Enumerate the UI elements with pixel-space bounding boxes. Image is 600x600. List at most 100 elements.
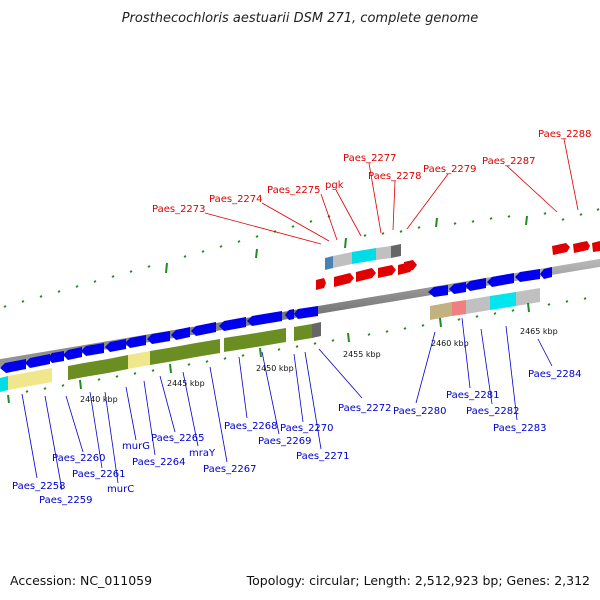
gene-label[interactable]: Paes_2278 bbox=[368, 171, 422, 182]
gene-arrow[interactable] bbox=[25, 354, 50, 368]
gene-label[interactable]: Paes_2272 bbox=[338, 403, 392, 414]
gene-label[interactable]: Paes_2273 bbox=[152, 204, 206, 215]
gene-label[interactable]: Paes_2269 bbox=[258, 436, 312, 447]
gene-label[interactable]: Paes_2258 bbox=[12, 481, 66, 492]
upper-cds-block bbox=[325, 244, 417, 272]
scale-label: 2445 kbp bbox=[167, 379, 205, 388]
gene-label[interactable]: Paes_2265 bbox=[151, 433, 205, 444]
cds-box[interactable] bbox=[196, 339, 220, 357]
gene-label[interactable]: Paes_2275 bbox=[267, 185, 321, 196]
gene-arrow[interactable] bbox=[171, 327, 190, 340]
gene-label[interactable]: Paes_2267 bbox=[203, 464, 257, 475]
gene-label[interactable]: Paes_2280 bbox=[393, 406, 447, 417]
cds-box[interactable] bbox=[352, 248, 376, 264]
upper-gene-labels: Paes_2273 Paes_2274 Paes_2275 pgk Paes_2… bbox=[152, 129, 592, 215]
genome-summary-text: Topology: circular; Length: 2,512,923 bp… bbox=[246, 573, 590, 588]
gene-arrow[interactable] bbox=[63, 347, 82, 360]
gene-label[interactable]: Paes_2283 bbox=[493, 423, 547, 434]
gene-label[interactable]: Paes_2274 bbox=[209, 194, 263, 205]
gene-arrow[interactable] bbox=[398, 262, 414, 275]
gene-arrow[interactable] bbox=[48, 351, 64, 363]
gene-label[interactable]: mraY bbox=[189, 448, 216, 459]
gene-arrow[interactable] bbox=[219, 317, 246, 331]
cds-box[interactable] bbox=[333, 252, 352, 268]
scale-label: 2465 kbp bbox=[520, 327, 558, 336]
gene-arrow[interactable] bbox=[378, 265, 396, 278]
gene-label[interactable]: murG bbox=[122, 441, 150, 452]
cds-box[interactable] bbox=[312, 322, 321, 338]
lower-leader-lines bbox=[21, 317, 553, 491]
cds-box[interactable] bbox=[150, 347, 174, 365]
scale-label: 2450 kbp bbox=[256, 364, 294, 373]
gene-label[interactable]: Paes_2270 bbox=[280, 423, 334, 434]
gene-arrow[interactable] bbox=[105, 339, 126, 352]
gene-label[interactable]: Paes_2277 bbox=[343, 153, 397, 164]
cds-box[interactable] bbox=[68, 363, 84, 380]
gene-arrow[interactable] bbox=[356, 268, 376, 282]
lower-scale-track bbox=[7, 297, 587, 404]
cds-box[interactable] bbox=[490, 292, 516, 310]
gene-label[interactable]: Paes_2268 bbox=[224, 421, 278, 432]
cds-box[interactable] bbox=[8, 372, 30, 390]
cds-box[interactable] bbox=[250, 328, 286, 348]
cds-box[interactable] bbox=[391, 244, 401, 258]
cds-box[interactable] bbox=[224, 334, 250, 352]
gene-arrow[interactable] bbox=[81, 343, 104, 356]
gene-label[interactable]: Paes_2287 bbox=[482, 156, 536, 167]
cds-box[interactable] bbox=[452, 300, 466, 316]
gene-arrow[interactable] bbox=[247, 311, 282, 326]
gene-arrow[interactable] bbox=[592, 241, 600, 252]
gene-arrow[interactable] bbox=[0, 359, 26, 373]
gene-arrow[interactable] bbox=[540, 267, 552, 279]
cds-box[interactable] bbox=[30, 368, 52, 386]
gene-arrow[interactable] bbox=[449, 282, 466, 294]
gene-arrow[interactable] bbox=[294, 306, 318, 319]
cds-box[interactable] bbox=[516, 288, 540, 306]
cds-box[interactable] bbox=[128, 351, 150, 369]
gene-label[interactable]: Paes_2259 bbox=[39, 495, 93, 506]
gene-label[interactable]: Paes_2279 bbox=[423, 164, 477, 175]
gene-arrow[interactable] bbox=[465, 278, 486, 291]
upper-right-gene-arrows bbox=[552, 241, 600, 255]
gene-label[interactable]: Paes_2271 bbox=[296, 451, 350, 462]
gene-arrow[interactable] bbox=[285, 309, 294, 320]
gene-arrow[interactable] bbox=[573, 241, 590, 253]
gene-label[interactable]: Paes_2264 bbox=[132, 457, 186, 468]
lower-cds-block-left bbox=[0, 322, 321, 392]
lower-gene-labels: Paes_2258 Paes_2259 Paes_2260 Paes_2261 … bbox=[12, 369, 582, 506]
cds-box[interactable] bbox=[466, 296, 490, 314]
gene-arrow[interactable] bbox=[334, 273, 354, 287]
gene-label[interactable]: Paes_2288 bbox=[538, 129, 592, 140]
cds-box[interactable] bbox=[0, 376, 8, 392]
lower-cds-block-right bbox=[430, 288, 540, 320]
gene-arrow[interactable] bbox=[487, 273, 514, 287]
scale-label: 2440 kbp bbox=[80, 395, 118, 404]
cds-box[interactable] bbox=[430, 302, 452, 320]
scale-label: 2460 kbp bbox=[431, 339, 469, 348]
scale-label: 2455 kbp bbox=[343, 350, 381, 359]
gene-arrow[interactable] bbox=[428, 285, 448, 297]
cds-box[interactable] bbox=[108, 355, 128, 373]
gene-arrow[interactable] bbox=[125, 335, 146, 348]
upper-leader-lines bbox=[204, 138, 579, 245]
gene-label[interactable]: Paes_2282 bbox=[466, 406, 520, 417]
gene-arrow[interactable] bbox=[515, 269, 540, 282]
cds-box[interactable] bbox=[376, 246, 391, 260]
gene-arrow[interactable] bbox=[191, 322, 216, 336]
gene-label[interactable]: Paes_2260 bbox=[52, 453, 106, 464]
gene-label[interactable]: Paes_2284 bbox=[528, 369, 582, 380]
gene-label[interactable]: pgk bbox=[325, 180, 344, 191]
gene-label[interactable]: Paes_2281 bbox=[446, 390, 500, 401]
cds-box[interactable] bbox=[174, 343, 196, 361]
map-title: Prosthecochloris aestuarii DSM 271, comp… bbox=[122, 11, 479, 26]
gene-arrow[interactable] bbox=[552, 243, 570, 255]
gene-arrow[interactable] bbox=[147, 331, 170, 344]
cds-box[interactable] bbox=[84, 359, 108, 377]
center-forward-genes bbox=[316, 262, 414, 290]
cds-box[interactable] bbox=[294, 324, 312, 341]
gene-label[interactable]: murC bbox=[107, 484, 134, 495]
gene-label[interactable]: Paes_2261 bbox=[72, 469, 126, 480]
cds-box[interactable] bbox=[325, 256, 333, 270]
gene-arrow[interactable] bbox=[316, 278, 326, 290]
